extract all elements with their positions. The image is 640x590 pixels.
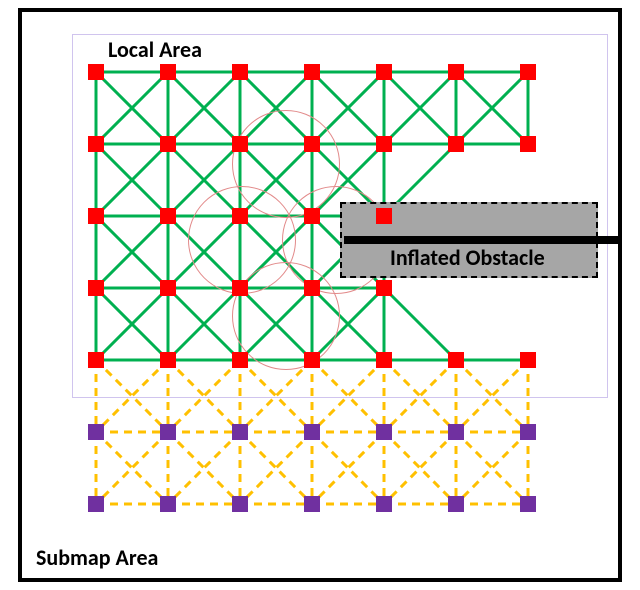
grid-node-purple bbox=[88, 424, 104, 440]
grid-node-red bbox=[520, 352, 536, 368]
grid-node-red bbox=[376, 64, 392, 80]
grid-node-red bbox=[232, 280, 248, 296]
grid-node-purple bbox=[304, 424, 320, 440]
grid-node-red bbox=[520, 136, 536, 152]
grid-node-red bbox=[304, 352, 320, 368]
local-area-label: Local Area bbox=[108, 36, 202, 63]
grid-node-red bbox=[448, 64, 464, 80]
grid-node-red bbox=[376, 352, 392, 368]
grid-node-red bbox=[232, 352, 248, 368]
grid-node-purple bbox=[88, 496, 104, 512]
grid-node-red bbox=[160, 136, 176, 152]
grid-node-red bbox=[88, 280, 104, 296]
grid-node-red bbox=[304, 64, 320, 80]
grid-node-red bbox=[376, 280, 392, 296]
grid-node-red bbox=[160, 208, 176, 224]
grid-node-red bbox=[88, 136, 104, 152]
grid-node-red bbox=[160, 352, 176, 368]
range-circle-3 bbox=[232, 262, 340, 370]
grid-node-red bbox=[88, 352, 104, 368]
grid-node-red bbox=[88, 208, 104, 224]
grid-node-red bbox=[160, 280, 176, 296]
grid-node-purple bbox=[520, 496, 536, 512]
grid-node-red bbox=[304, 136, 320, 152]
grid-node-red bbox=[160, 64, 176, 80]
grid-node-purple bbox=[160, 496, 176, 512]
grid-node-red bbox=[448, 136, 464, 152]
grid-node-purple bbox=[448, 496, 464, 512]
grid-node-purple bbox=[520, 424, 536, 440]
grid-node-purple bbox=[376, 424, 392, 440]
obstacle-label: Inflated Obstacle bbox=[390, 244, 545, 271]
submap-area-label: Submap Area bbox=[36, 544, 158, 571]
obstacle-wall bbox=[344, 236, 622, 244]
grid-node-purple bbox=[376, 496, 392, 512]
grid-node-red bbox=[232, 208, 248, 224]
grid-node-red bbox=[88, 64, 104, 80]
grid-node-red bbox=[304, 280, 320, 296]
grid-node-red bbox=[232, 64, 248, 80]
grid-node-red bbox=[448, 352, 464, 368]
grid-node-purple bbox=[160, 424, 176, 440]
grid-node-purple bbox=[232, 496, 248, 512]
grid-node-red bbox=[232, 136, 248, 152]
grid-node-purple bbox=[448, 424, 464, 440]
grid-node-red bbox=[376, 208, 392, 224]
grid-node-red bbox=[376, 136, 392, 152]
grid-node-red bbox=[304, 208, 320, 224]
grid-node-purple bbox=[232, 424, 248, 440]
grid-node-purple bbox=[304, 496, 320, 512]
grid-node-red bbox=[520, 64, 536, 80]
